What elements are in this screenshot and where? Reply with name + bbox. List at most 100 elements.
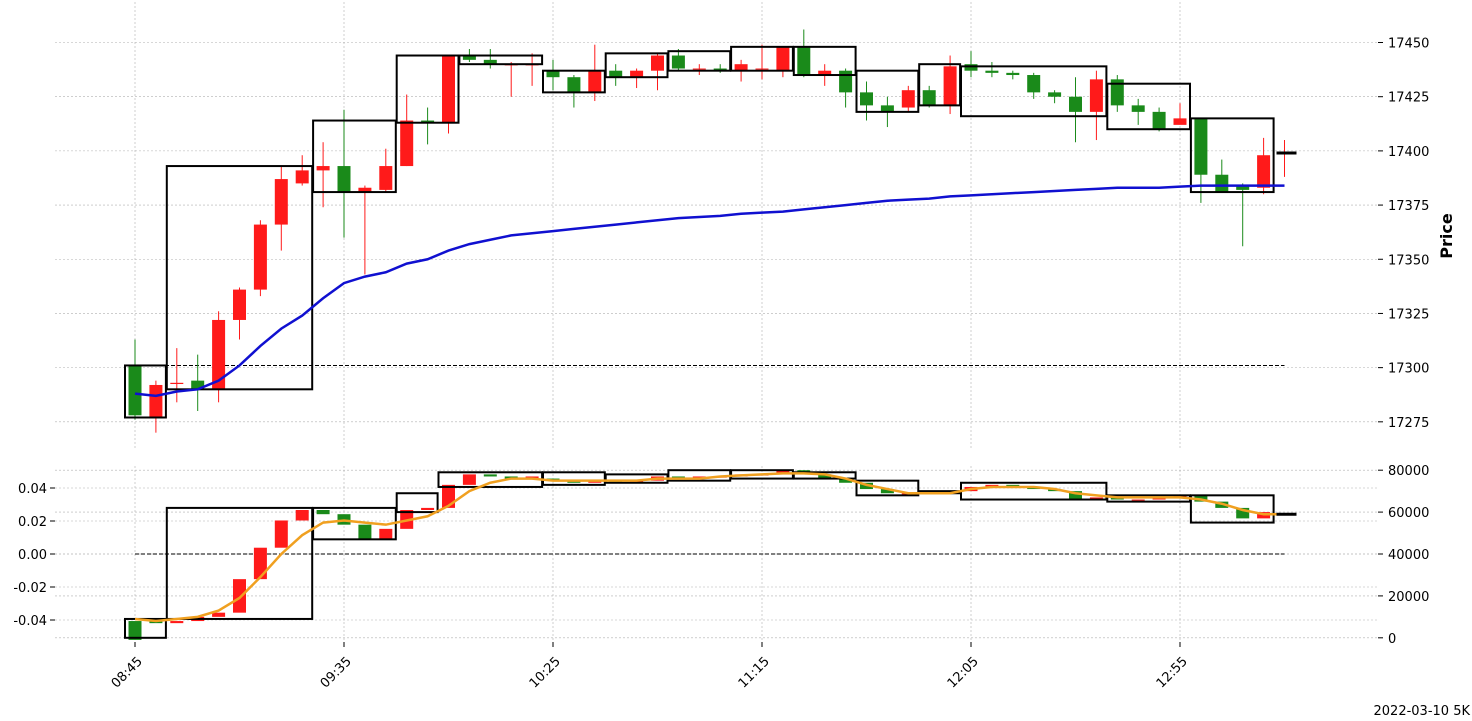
top-panel-grid [55, 2, 1378, 450]
candle-body [421, 507, 435, 510]
candle-body [233, 289, 246, 320]
y-tick-label: 20000 [1388, 590, 1429, 605]
bottom-moving-average [134, 472, 1297, 623]
candle-body [212, 319, 226, 390]
range-box [792, 45, 857, 77]
candle-body [483, 474, 497, 477]
candle-body [1236, 185, 1250, 190]
candle-body [1069, 491, 1082, 500]
candle-body [839, 478, 853, 483]
range-box [165, 506, 314, 620]
top-y-axis-ticks: 17275 17300 17325 17350 17375 17400 17425 17450 [1378, 37, 1429, 431]
candle-body [170, 621, 184, 624]
y-tick-label: 80000 [1388, 464, 1429, 479]
y-tick-label: 17450 [1388, 37, 1429, 52]
candle-body [776, 46, 790, 71]
y-tick-label: 0 [1388, 632, 1396, 647]
y-tick-label: 17325 [1388, 307, 1429, 322]
y-tick-label: 17350 [1388, 253, 1429, 268]
candle-body [546, 70, 560, 78]
candle-body [1257, 155, 1271, 188]
candle-body [462, 55, 476, 60]
y-tick-label: 0.00 [18, 548, 47, 563]
candle-body [860, 92, 873, 106]
candle-body [149, 384, 163, 418]
candle-body [274, 520, 288, 548]
candle-body [191, 380, 205, 390]
range-box [792, 471, 857, 480]
top-moving-average [134, 151, 1297, 398]
x-tick-label: 12:55 [1154, 654, 1191, 691]
bottom-right-axis-ticks: 0 20000 40000 60000 80000 [1378, 464, 1429, 647]
candle-body [358, 187, 372, 193]
y-tick-label: 17275 [1388, 416, 1429, 431]
candle-body [1089, 497, 1103, 500]
candle-body [985, 70, 999, 73]
range-box [960, 481, 1108, 501]
candle-body [316, 166, 330, 171]
range-box [395, 492, 439, 514]
candle-body [839, 70, 853, 93]
top-panel-candles [128, 29, 1291, 433]
candle-body [1027, 75, 1041, 93]
range-box [124, 364, 167, 419]
candle-body [609, 70, 623, 78]
candle-body [128, 365, 142, 416]
range-box [1106, 82, 1192, 131]
y-axis-label: Price [1437, 213, 1456, 259]
candle-body [233, 579, 246, 613]
candle-body [400, 120, 414, 167]
candle-body [274, 179, 288, 225]
range-box [312, 119, 397, 194]
candle-body [337, 166, 351, 193]
candle-body [295, 170, 309, 184]
top-panel-boxes [124, 45, 1275, 419]
candle-body [880, 105, 894, 112]
candle-body [1006, 72, 1020, 76]
candle-body [1236, 507, 1250, 519]
candle-body [483, 59, 497, 65]
candle-body [922, 90, 936, 106]
range-box [1189, 117, 1275, 194]
candle-body [316, 510, 330, 515]
candle-body [880, 489, 894, 494]
candle-body [128, 621, 142, 640]
y-tick-label: 17375 [1388, 199, 1429, 214]
range-box [542, 471, 606, 486]
candle-body [818, 474, 832, 479]
chart-footer-label: 2022-03-10 5K [1373, 704, 1470, 719]
x-tick-label: 12:05 [945, 654, 982, 691]
x-tick-label: 10:25 [527, 654, 564, 691]
candle-body [734, 64, 748, 71]
y-tick-label: 17400 [1388, 145, 1429, 160]
candle-body [253, 547, 267, 580]
candle-body [379, 166, 393, 190]
x-axis-ticks: 08:45 09:35 10:25 11:15 12:05 12:55 [109, 642, 1191, 691]
candle-body [170, 382, 184, 385]
candle-body [964, 64, 978, 71]
candle-body [943, 66, 957, 106]
candle-body [1152, 111, 1166, 130]
candle-body [1110, 79, 1124, 106]
candle-body [295, 510, 309, 521]
candle-body [1131, 499, 1145, 501]
candle-body [1069, 96, 1082, 112]
bottom-left-axis-ticks: -0.04 -0.02 0.00 0.02 0.04 [13, 482, 55, 629]
range-box [855, 479, 920, 497]
x-tick-label: 11:15 [736, 654, 773, 691]
candle-body [442, 55, 455, 123]
y-tick-label: 40000 [1388, 548, 1429, 563]
candle-body [651, 55, 664, 71]
candle-body [1048, 92, 1062, 97]
candle-body [630, 70, 644, 78]
candle-body [755, 68, 769, 70]
candle-body [588, 70, 602, 93]
candle-body [1131, 105, 1145, 112]
candle-body [212, 612, 226, 617]
candle-body [901, 90, 915, 108]
candle-body [1215, 174, 1229, 193]
y-tick-label: 17425 [1388, 91, 1429, 106]
range-box [395, 54, 460, 124]
candle-body [1173, 118, 1187, 125]
